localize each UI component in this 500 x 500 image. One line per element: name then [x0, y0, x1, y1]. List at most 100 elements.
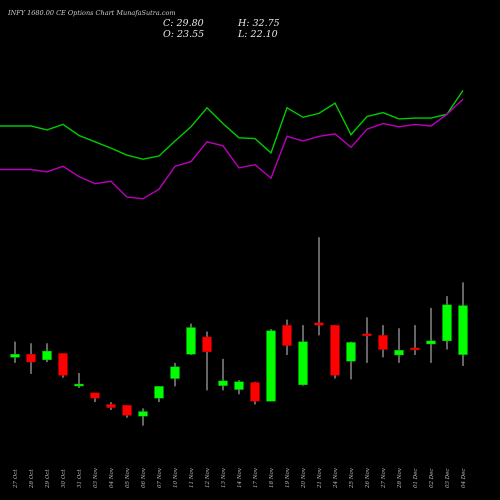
candle-body-down [90, 392, 100, 399]
candle-body-up [186, 327, 196, 355]
x-tick-label: 01 Dec [413, 469, 419, 489]
candle [458, 282, 468, 366]
x-tick-label: 18 Nov [269, 467, 275, 488]
candle-body-down [26, 354, 36, 363]
x-tick-label: 29 Oct [45, 469, 51, 489]
x-tick-label: 24 Nov [333, 467, 339, 489]
candle [378, 325, 388, 358]
x-tick-label: 31 Oct [77, 469, 83, 488]
candle-body-down [314, 322, 324, 326]
candle [314, 237, 324, 336]
x-tick-label: 13 Nov [221, 467, 227, 488]
candle-body-down [106, 404, 116, 408]
candle [442, 296, 452, 350]
x-tick-label: 03 Dec [445, 469, 451, 489]
candle-body-up [266, 330, 276, 402]
candle [394, 328, 404, 363]
candle-body-up [42, 350, 52, 360]
x-tick-label: 10 Nov [173, 467, 179, 488]
candle [250, 381, 260, 405]
candle-body-down [410, 347, 420, 351]
x-tick-label: 07 Nov [157, 467, 163, 488]
candle-body-up [394, 350, 404, 356]
candle-body-up [138, 411, 148, 417]
x-tick-label: 20 Nov [301, 467, 307, 489]
x-tick-label: 06 Nov [141, 467, 147, 488]
candle [90, 392, 100, 403]
x-tick-label: 14 Nov [237, 467, 243, 488]
candle [122, 405, 132, 418]
candle [218, 358, 228, 391]
x-tick-label: 30 Oct [61, 469, 67, 488]
x-tick-label: 17 Nov [253, 467, 259, 488]
indicator-line-2 [0, 98, 464, 200]
x-tick-label: 19 Nov [285, 467, 291, 488]
candle-body-down [362, 333, 372, 337]
candle [10, 341, 20, 363]
candle-body-down [122, 405, 132, 416]
x-tick-label: 03 Nov [93, 467, 99, 488]
indicator-lines [0, 90, 464, 200]
candle [410, 325, 420, 355]
candle [330, 324, 340, 379]
x-axis-ticks: 27 Oct 28 Oct 29 Oct 30 Oct 31 Oct 03 Nov 04 N… [13, 467, 467, 489]
candle [154, 386, 164, 403]
x-tick-label: 27 Oct [13, 469, 19, 489]
candle-body-down [378, 335, 388, 350]
x-tick-label: 28 Nov [397, 467, 403, 489]
x-tick-label: 02 Dec [429, 469, 435, 489]
x-tick-label: 05 Nov [125, 467, 131, 488]
candle [298, 325, 308, 386]
candle-body-up [74, 383, 84, 387]
candle-body-up [170, 366, 180, 379]
candle-body-up [234, 381, 244, 390]
candle [170, 362, 180, 387]
x-tick-label: 26 Nov [365, 467, 371, 489]
candle-body-down [330, 324, 340, 376]
candle [42, 343, 52, 363]
candle-body-up [218, 380, 228, 386]
candle [234, 380, 244, 395]
candle-body-down [58, 353, 68, 376]
x-tick-label: 27 Nov [381, 467, 387, 489]
x-tick-label: 28 Oct [29, 469, 35, 489]
candle-body-up [10, 354, 20, 358]
low-readout: L: 22.10 [237, 29, 278, 40]
x-tick-label: 04 Dec [461, 469, 467, 489]
x-tick-label: 25 Nov [349, 467, 355, 489]
candles [10, 237, 468, 426]
open-readout: O: 23.55 [163, 29, 204, 40]
x-tick-label: 12 Nov [205, 467, 211, 488]
chart-title: INFY 1680.00 CE Options Chart MunafaSutr… [7, 9, 176, 17]
candle [186, 323, 196, 355]
x-tick-label: 11 Nov [189, 467, 195, 488]
candle [138, 408, 148, 426]
candle [58, 353, 68, 378]
candle [266, 329, 276, 402]
indicator-line-1 [0, 90, 464, 160]
candle-body-down [282, 324, 292, 346]
candle-body-up [298, 341, 308, 386]
candle [346, 341, 356, 380]
candle [362, 317, 372, 363]
candle [202, 331, 212, 391]
candle-body-up [346, 342, 356, 362]
high-readout: H: 32.75 [237, 18, 280, 29]
candle [106, 402, 116, 410]
candle [74, 373, 84, 388]
candle [426, 307, 436, 363]
candle [282, 319, 292, 355]
candle-body-down [202, 336, 212, 353]
candle [26, 343, 36, 374]
x-tick-label: 04 Nov [109, 467, 115, 488]
candle-body-up [426, 340, 436, 345]
candle-body-up [442, 304, 452, 342]
close-readout: C: 29.80 [163, 18, 204, 29]
candle-body-up [458, 305, 468, 355]
candle-body-up [154, 386, 164, 399]
candle-body-down [250, 382, 260, 402]
x-tick-label: 21 Nov [317, 467, 323, 489]
